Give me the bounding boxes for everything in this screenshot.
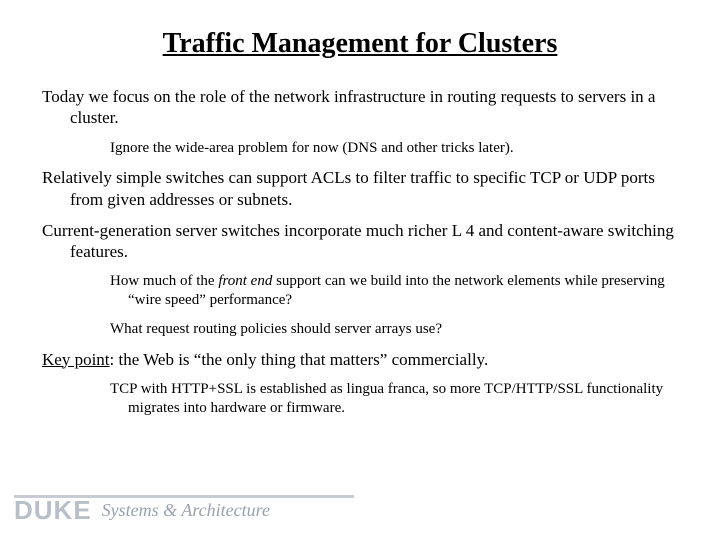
paragraph-1: Today we focus on the role of the networ… [70, 86, 678, 129]
paragraph-2: Relatively simple switches can support A… [70, 167, 678, 210]
key-point-label: Key point [42, 350, 110, 369]
duke-logo-text: DUKE [14, 495, 92, 526]
footer: DUKE Systems & Architecture [14, 495, 270, 526]
subpoint-2: How much of the front end support can we… [128, 272, 678, 310]
key-point-text: : the Web is “the only thing that matter… [110, 350, 489, 369]
slide-title: Traffic Management for Clusters [42, 28, 678, 60]
systems-architecture-text: Systems & Architecture [102, 500, 270, 521]
paragraph-4: Key point: the Web is “the only thing th… [70, 349, 678, 370]
paragraph-3: Current-generation server switches incor… [70, 220, 678, 263]
subpoint-3: What request routing policies should ser… [128, 320, 678, 339]
subpoint-2-italic: front end [218, 273, 272, 289]
subpoint-4: TCP with HTTP+SSL is established as ling… [128, 380, 678, 418]
subpoint-1: Ignore the wide-area problem for now (DN… [128, 139, 678, 158]
slide-body: Traffic Management for Clusters Today we… [0, 0, 720, 417]
subpoint-2-pre: How much of the [110, 273, 218, 289]
